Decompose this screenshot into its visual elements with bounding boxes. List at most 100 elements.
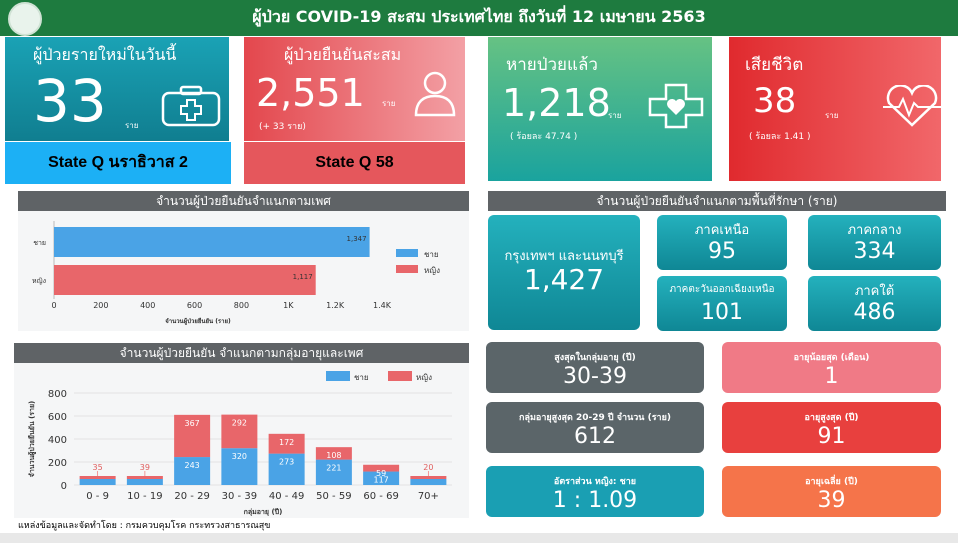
bar-male [268,453,305,485]
bar-value-label: 59 [376,469,386,478]
stat-sex-ratio: อัตราส่วน หญิง: ชาย 1 : 1.09 [486,466,704,517]
stat-label: สูงสุดในกลุ่มอายุ (ปี) [554,353,636,363]
region-tile-label: ภาคตะวันออกเฉียงเหนือ [669,284,775,295]
header-bar [0,0,958,36]
gender-chart-panel [18,191,469,331]
bar-value-label: 243 [184,461,199,470]
x-tick-label: 200 [93,301,108,310]
region-tile-value: 486 [853,300,896,325]
card-cumulative-value: 2,551 [256,71,365,115]
card-deaths-unit: ราย [825,111,839,120]
source-footnote: แหล่งข้อมูลและจัดทำโดย : กรมควบคุมโรค กร… [18,521,271,531]
x-tick-label: 600 [187,301,202,310]
x-tick-label: 60 - 69 [363,491,398,502]
card-cumulative-label: ผู้ป่วยยืนยันสะสม [284,45,402,64]
stat-mean-age: อายุเฉลี่ย (ปี) 39 [722,466,941,517]
region-tile-label: ภาคเหนือ [694,223,750,238]
x-tick-label: 0 - 9 [86,491,109,502]
bar-female [315,447,352,460]
legend-label: ชาย [424,250,439,259]
stat-label: อายุน้อยสุด (เดือน) [793,353,870,363]
x-axis-title: กลุ่มอายุ (ปี) [244,508,283,516]
stat-label: กลุ่มอายุสูงสุด 20-29 ปี จำนวน (ราย) [519,413,671,423]
first-aid-kit-icon [161,85,221,127]
region-tile-value: 334 [853,239,896,264]
stat-label: อายุเฉลี่ย (ปี) [805,477,858,487]
card-new-label: ผู้ป่วยรายใหม่ในวันนี้ [33,45,177,64]
x-tick-label: 1K [283,301,294,310]
y-tick-label: 0 [61,481,67,492]
region-tile-north: ภาคเหนือ 95 [657,215,787,270]
x-tick-label: 20 - 29 [174,491,209,502]
state-box-58: State Q 58 [244,142,465,184]
region-tile-northeast: ภาคตะวันออกเฉียงเหนือ 101 [657,276,787,331]
x-tick-label: 1.4K [373,301,392,310]
y-tick-label: 200 [48,458,67,469]
bar-value-label: 367 [184,419,199,428]
bar-small [79,479,116,485]
stat-value: 1 [824,364,839,389]
bar-female [221,414,258,449]
stat-value: 39 [817,488,846,513]
x-tick-label: 10 - 19 [127,491,162,502]
region-tile-value: 101 [701,300,743,325]
card-recovered-sub: ( ร้อยละ 47.74 ) [510,132,578,142]
bar-male [363,471,400,485]
x-tick-label: 70+ [418,491,439,502]
region-panel-title: จำนวนผู้ป่วยยืนยันจำแนกตามพื้นที่รักษา (… [488,191,946,211]
bar-male [221,448,258,485]
x-tick-label: 50 - 59 [316,491,351,502]
bar-value-label: 292 [232,419,247,428]
bar-small [126,479,163,485]
card-new-cases: ผู้ป่วยรายใหม่ในวันนี้ 33 ราย [5,37,229,141]
age-chart-title: จำนวนผู้ป่วยยืนยัน จำแนกตามกลุ่มอายุและเ… [14,343,469,363]
card-recovered-unit: ราย [608,111,622,120]
gender-chart-title: จำนวนผู้ป่วยยืนยันจำแนกตามเพศ [18,191,469,211]
bar-total-label: 39 [140,463,150,472]
region-tile-label: ภาคกลาง [847,223,902,238]
card-deaths-sub: ( ร้อยละ 1.41 ) [749,132,811,142]
bar-male [54,227,370,257]
card-recovered: หายป่วยแล้ว 1,218 ราย ( ร้อยละ 47.74 ) [488,37,712,181]
bar-value-label: 273 [279,458,294,467]
stat-top-age-count: กลุ่มอายุสูงสุด 20-29 ปี จำนวน (ราย) 612 [486,402,704,453]
region-tile-south: ภาคใต้ 486 [808,276,941,331]
region-tile-bangkok: กรุงเทพฯ และนนทบุรี 1,427 [488,215,640,330]
card-new-unit: ราย [125,121,139,130]
bottom-strip [0,533,958,543]
card-recovered-value: 1,218 [502,81,611,125]
legend-swatch [326,371,350,381]
page-title: ผู้ป่วย COVID-19 สะสม ประเทศไทย ถึงวันที… [252,7,706,26]
stat-value: 30-39 [563,364,627,389]
bar-female [268,433,305,454]
bar-value-label: 108 [326,451,341,460]
stat-peak-age-group: สูงสุดในกลุ่มอายุ (ปี) 30-39 [486,342,704,393]
bar-value-label: 1,117 [293,273,313,281]
stat-youngest-age: อายุน้อยสุด (เดือน) 1 [722,342,941,393]
user-icon [414,71,456,117]
card-cumulative-unit: ราย [382,99,396,108]
y-axis-title: จำนวนผู้ป่วยยืนยัน (ราย) [27,401,37,478]
card-deaths: เสียชีวิต 38 ราย ( ร้อยละ 1.41 ) [729,37,942,181]
bar-total-label: 20 [423,463,433,472]
region-tile-central: ภาคกลาง 334 [808,215,941,270]
bar-female [363,464,400,472]
x-tick-label: 30 - 39 [222,491,257,502]
age-stacked-bar-chart: 0 200 400 600 800 จำนวนผู้ป่วยยืนยัน (ราย) 35 0… [27,371,452,516]
y-tick-label: 400 [48,435,67,446]
category-label: หญิง [32,277,46,285]
stat-value: 1 : 1.09 [552,488,638,513]
x-tick-label: 400 [140,301,155,310]
heartbeat-icon [883,85,942,127]
card-new-value: 33 [33,67,107,135]
stat-label: อัตราส่วน หญิง: ชาย [553,477,637,487]
y-tick-label: 600 [48,412,67,423]
stat-value: 91 [817,424,846,449]
bar-value-label: 221 [326,464,341,473]
stat-oldest-age: อายุสูงสุด (ปี) 91 [722,402,941,453]
bar-total-label: 35 [93,463,103,472]
ministry-logo [8,2,42,36]
x-tick-label: 0 [51,301,56,310]
region-tile-label: ภาคใต้ [854,284,895,299]
legend-swatch [396,265,418,273]
